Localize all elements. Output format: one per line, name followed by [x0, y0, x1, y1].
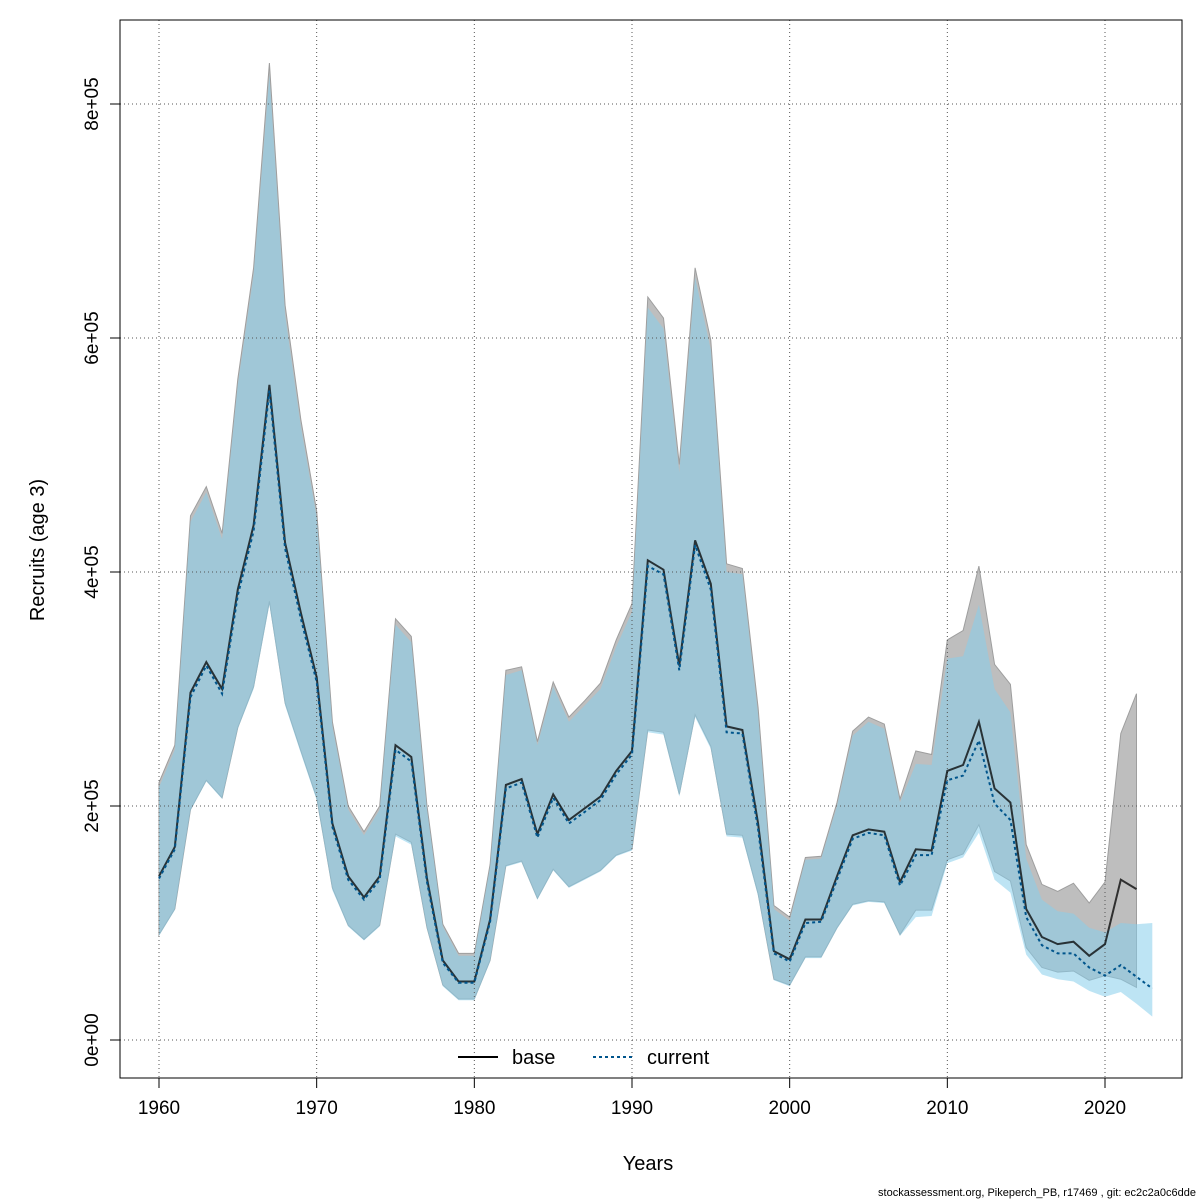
grid-layer	[120, 20, 1182, 1078]
legend-current-label: current	[647, 1047, 710, 1069]
y-axis-title: Recruits (age 3)	[27, 479, 49, 621]
plot-frame	[119, 19, 1183, 1079]
x-tick-label-1970: 1970	[296, 1098, 338, 1119]
x-tick-label-1980: 1980	[453, 1098, 495, 1119]
x-tick-label-2000: 2000	[769, 1098, 811, 1119]
y-tick-label-800000: 8e+05	[82, 77, 103, 130]
y-tick-label-0: 0e+00	[82, 1013, 103, 1066]
line-current	[158, 390, 1153, 990]
band-current	[159, 74, 1153, 1017]
x-tick-label-1990: 1990	[611, 1098, 653, 1119]
y-tick-label-400000: 4e+05	[82, 545, 103, 598]
x-tick-label-1960: 1960	[138, 1098, 180, 1119]
x-tick-label-2010: 2010	[926, 1098, 968, 1119]
bands-layer	[158, 62, 1153, 1017]
legend-base-label: base	[512, 1047, 555, 1069]
legend: base current	[458, 1047, 710, 1069]
x-tick-label-2020: 2020	[1084, 1098, 1126, 1119]
y-axis: 0e+00 2e+05 4e+05 6e+05 8e+05	[82, 77, 120, 1067]
lines-layer	[158, 384, 1153, 990]
footer-note: stockassessment.org, Pikeperch_PB, r1746…	[878, 1187, 1196, 1199]
y-tick-label-200000: 2e+05	[82, 779, 103, 832]
x-axis-title: Years	[623, 1153, 673, 1175]
x-axis: 1960 1970 1980 1990 2000 2010 2020	[138, 1078, 1126, 1119]
y-tick-label-600000: 6e+05	[82, 311, 103, 364]
